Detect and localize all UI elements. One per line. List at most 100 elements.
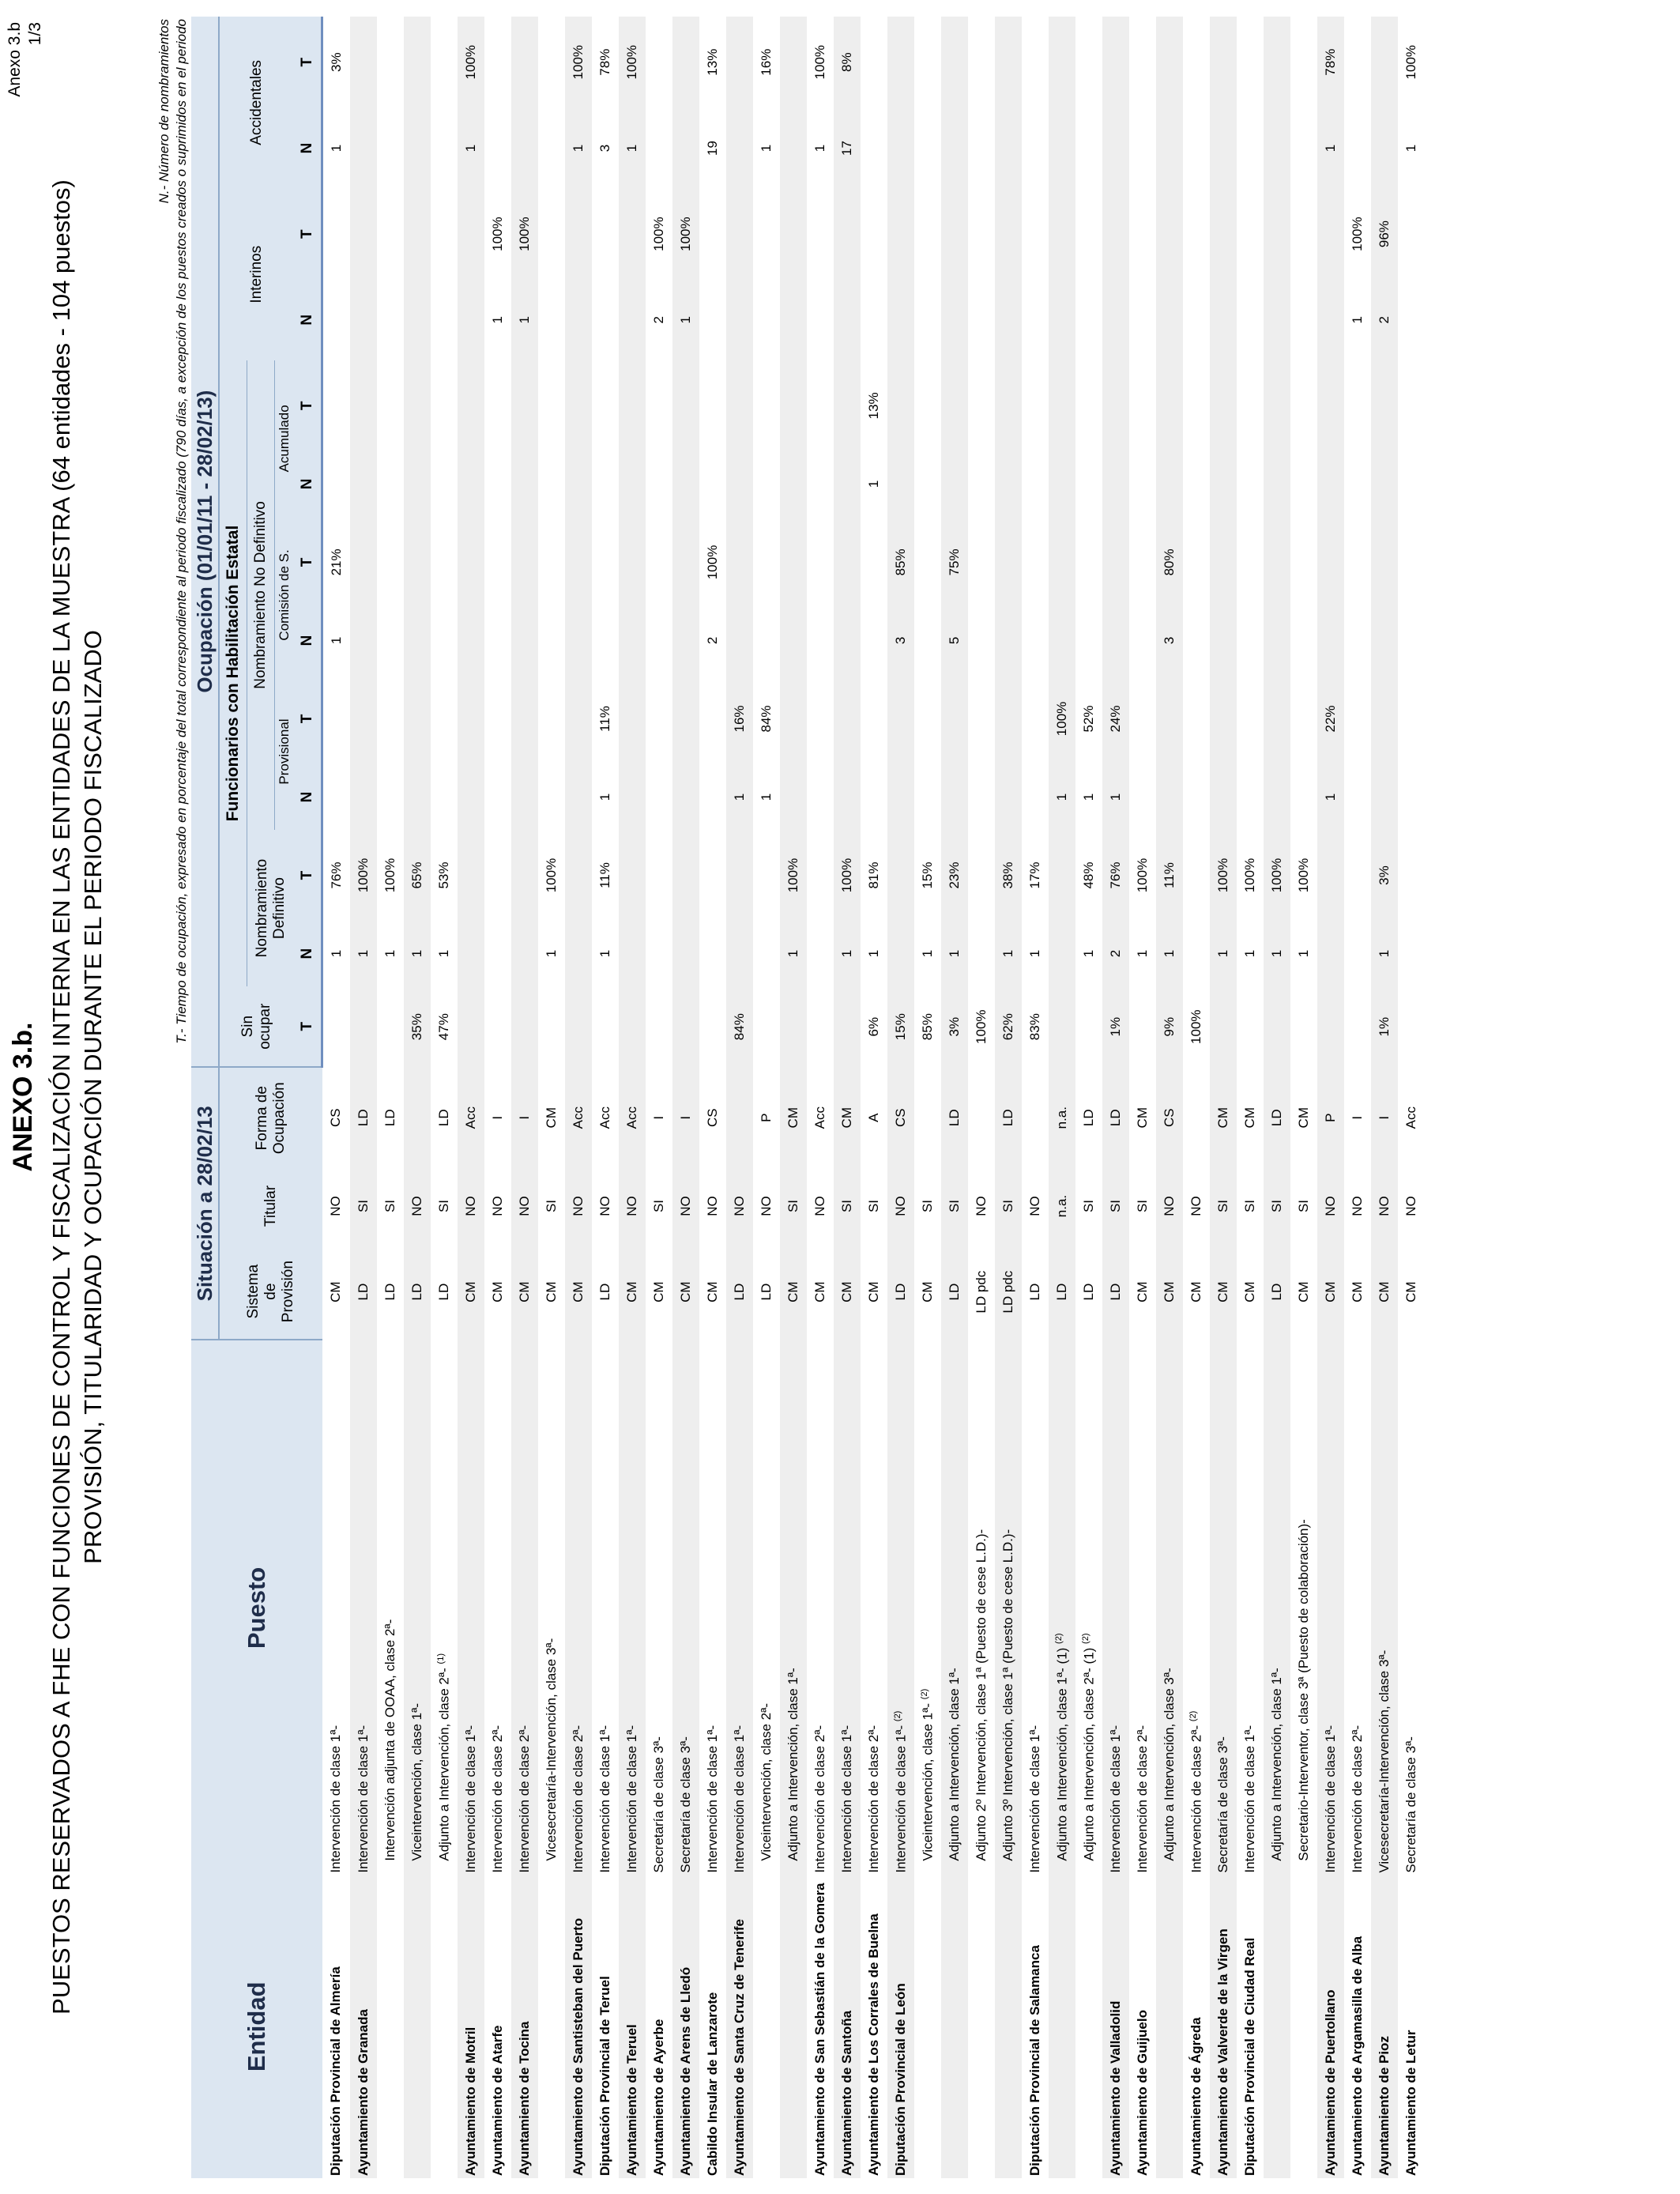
header-sistema: Sistema de Provisión (219, 1243, 322, 1340)
cell-sin: 35% (404, 986, 431, 1068)
cell-tit: SI (1102, 1168, 1129, 1244)
cell-an (1317, 450, 1344, 517)
cell-an (1049, 450, 1075, 517)
cell-at (1075, 360, 1102, 451)
cell-for (404, 1067, 431, 1169)
cell-sis: CM (490, 1281, 505, 1302)
position-text: Intervención de clase 1ª- (328, 1725, 344, 1873)
cell-dt: 11% (1156, 830, 1183, 922)
cell-xn (1290, 107, 1317, 188)
cell-sin: 3% (941, 986, 968, 1068)
position-text: Intervención de clase 1ª- (624, 1725, 639, 1873)
footnote-ref: (2) (1053, 1633, 1064, 1644)
entity-cell: Ayuntamiento de Motril (458, 1875, 484, 2178)
cell-sin: 6% (866, 1016, 881, 1037)
position-text: Intervención de clase 2ª- (1188, 1725, 1204, 1873)
cell-sin (807, 986, 834, 1067)
cell-an (538, 451, 565, 517)
entity-cell: Ayuntamiento de Puertollano (1317, 1875, 1344, 2178)
cell-sis: LD (597, 1283, 612, 1301)
cell-pn (1398, 764, 1425, 830)
cell-xt (1022, 17, 1049, 107)
cell-at (646, 360, 672, 451)
header-puesto: Puesto (191, 1340, 322, 1875)
cell-it (1156, 188, 1183, 280)
cell-tit: SI (1081, 1199, 1096, 1213)
header-n: N (294, 107, 322, 189)
position-cell: Intervención de clase 1ª- (619, 1340, 646, 1875)
cell-an (914, 451, 941, 517)
cell-in (995, 279, 1022, 360)
cell-dn (968, 921, 995, 986)
position-text: Adjunto a Intervención, clase 1ª- (785, 1668, 800, 1861)
cell-ct (861, 517, 887, 608)
cell-dt (458, 830, 484, 922)
cell-at (672, 360, 699, 451)
cell-pn (322, 764, 351, 830)
cell-sis: CM (619, 1243, 646, 1340)
table-row: Diputación Provincial de Almería Interven… (322, 17, 351, 2178)
cell-xt (1129, 17, 1156, 107)
cell-for: LD (1102, 1067, 1129, 1169)
table-row: Ayuntamiento de Santoña Intervención de c… (834, 17, 861, 2178)
cell-for: P (1317, 1067, 1344, 1169)
table-row: Ayuntamiento de Valladolid Intervención d… (1102, 17, 1129, 2178)
cell-dn: 1 (1242, 949, 1257, 958)
cell-dt: 15% (920, 861, 935, 889)
cell-tit: SI (1135, 1199, 1150, 1213)
cell-pt (350, 673, 377, 764)
cell-pt: 52% (1081, 705, 1096, 733)
cell-sin (1210, 986, 1237, 1068)
cell-ct (968, 517, 995, 608)
position-text: Intervención de clase 1ª- (356, 1725, 371, 1873)
cell-cn (672, 607, 699, 673)
header-ocupacion: Ocupación (01/01/11 - 28/02/13) (191, 17, 219, 1068)
entity-cell (780, 1875, 807, 2178)
cell-in (350, 279, 377, 360)
header-t: T (294, 360, 322, 451)
position-cell: Intervención adjunta de OOAA, clase 2ª- (377, 1340, 404, 1875)
cell-pn (458, 763, 484, 831)
cell-sis: CM (1210, 1243, 1237, 1340)
entity-cell (968, 1875, 995, 2178)
position-cell: Intervención de clase 1ª- (322, 1340, 351, 1875)
cell-dn: 1 (382, 949, 397, 958)
cell-sin (538, 986, 565, 1067)
cell-cn (1183, 608, 1210, 673)
cell-it (914, 189, 941, 280)
cell-pn: 1 (1102, 763, 1129, 831)
cell-at (1317, 360, 1344, 451)
cell-xt (1075, 17, 1102, 107)
cell-at (780, 360, 807, 451)
cell-in (377, 280, 404, 360)
cell-cn (753, 608, 780, 673)
cell-pt (538, 673, 565, 764)
cell-sis: CM (511, 1243, 538, 1340)
cell-in (1183, 280, 1210, 360)
cell-ct (1290, 517, 1317, 608)
cell-pt (1344, 673, 1371, 764)
cell-sis: CM (920, 1281, 935, 1302)
cell-cn (780, 607, 807, 673)
cell-an (404, 450, 431, 517)
header-sin-ocupar: Sin ocupar (219, 986, 294, 1068)
cell-an (619, 450, 646, 517)
header-t: T (294, 986, 322, 1068)
table-row: Diputación Provincial de León Intervenció… (887, 17, 914, 2178)
cell-pn (699, 764, 726, 830)
cell-cn (592, 608, 619, 673)
cell-xt (780, 17, 807, 108)
cell-for (968, 1067, 995, 1168)
header-t: T (294, 17, 322, 108)
cell-sin: 100% (1188, 1009, 1203, 1044)
cell-xt: 100% (458, 17, 484, 108)
cell-pn (968, 764, 995, 830)
header-n: N (294, 607, 322, 673)
cell-in (941, 279, 968, 360)
cell-tit: SI (920, 1199, 935, 1213)
cell-pt (780, 673, 807, 764)
cell-xn (646, 107, 672, 188)
table-row: Viceintervención, clase 1ª- LD NO 35% 1 65% (404, 17, 431, 2178)
cell-pt: 24% (1102, 673, 1129, 764)
cell-dt: 100% (1210, 830, 1237, 922)
